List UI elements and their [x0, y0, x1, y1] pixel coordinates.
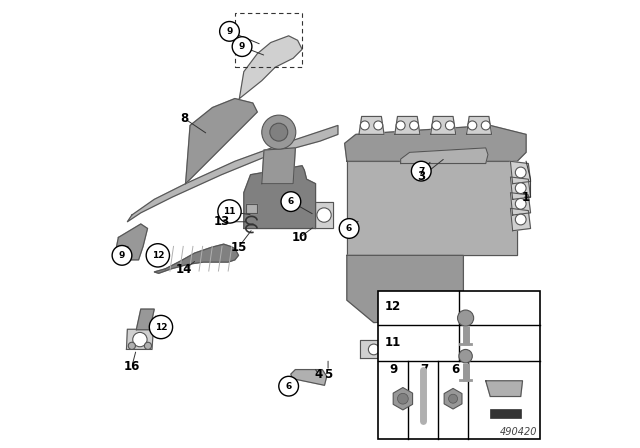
Text: 9: 9 [119, 251, 125, 260]
Circle shape [317, 208, 332, 222]
Circle shape [449, 394, 458, 403]
Circle shape [220, 22, 239, 41]
Text: 6: 6 [288, 197, 294, 206]
Polygon shape [395, 116, 420, 134]
Polygon shape [511, 177, 531, 199]
Polygon shape [244, 166, 316, 228]
Polygon shape [467, 116, 492, 134]
Circle shape [396, 121, 405, 130]
Text: 12: 12 [385, 300, 401, 314]
Circle shape [339, 219, 359, 238]
Circle shape [132, 332, 147, 347]
Polygon shape [186, 99, 257, 184]
Polygon shape [401, 148, 488, 164]
Circle shape [445, 344, 455, 355]
Circle shape [360, 121, 369, 130]
Text: 15: 15 [230, 241, 246, 254]
Polygon shape [127, 329, 154, 349]
Circle shape [146, 244, 170, 267]
Circle shape [128, 342, 136, 349]
Text: 9: 9 [239, 42, 245, 51]
Circle shape [445, 121, 454, 130]
Circle shape [281, 192, 301, 211]
Text: 3: 3 [417, 170, 426, 184]
Text: 11: 11 [223, 207, 236, 216]
Text: 6: 6 [285, 382, 292, 391]
Polygon shape [347, 255, 463, 323]
Circle shape [232, 37, 252, 56]
Circle shape [458, 310, 474, 326]
Polygon shape [359, 116, 384, 134]
Circle shape [369, 344, 379, 355]
Polygon shape [136, 309, 154, 330]
Circle shape [262, 115, 296, 149]
Polygon shape [127, 125, 338, 222]
Text: 12: 12 [155, 323, 167, 332]
Polygon shape [431, 116, 456, 134]
Circle shape [515, 198, 526, 209]
Polygon shape [486, 381, 522, 396]
Polygon shape [360, 340, 468, 358]
Text: 6: 6 [451, 363, 459, 376]
Text: 5: 5 [324, 367, 332, 381]
Circle shape [468, 121, 477, 130]
Text: 11: 11 [385, 336, 401, 349]
Circle shape [218, 200, 241, 223]
Circle shape [149, 315, 173, 339]
Text: 4: 4 [314, 367, 323, 381]
Polygon shape [511, 193, 531, 215]
Polygon shape [345, 125, 526, 161]
Polygon shape [154, 244, 239, 273]
Circle shape [422, 344, 433, 355]
Text: 7: 7 [420, 363, 428, 376]
Text: 2: 2 [391, 358, 399, 372]
Text: 14: 14 [175, 263, 192, 276]
Circle shape [397, 393, 408, 404]
Circle shape [270, 123, 288, 141]
Polygon shape [116, 224, 148, 260]
Polygon shape [262, 148, 296, 184]
Circle shape [459, 349, 472, 363]
Polygon shape [511, 208, 531, 231]
Text: 7: 7 [418, 167, 424, 176]
Text: 16: 16 [124, 360, 140, 373]
Circle shape [515, 183, 526, 194]
Circle shape [112, 246, 132, 265]
Circle shape [515, 214, 526, 225]
Circle shape [412, 161, 431, 181]
Polygon shape [291, 370, 327, 385]
Circle shape [515, 167, 526, 178]
Bar [378, 291, 540, 439]
Circle shape [432, 121, 441, 130]
Text: 10: 10 [292, 231, 308, 244]
Circle shape [387, 344, 397, 355]
Polygon shape [511, 161, 531, 184]
Bar [490, 409, 521, 418]
Text: 8: 8 [180, 112, 189, 125]
Polygon shape [246, 204, 257, 213]
Polygon shape [315, 202, 333, 228]
Circle shape [374, 121, 383, 130]
Circle shape [404, 344, 415, 355]
Text: 6: 6 [346, 224, 352, 233]
Text: 9: 9 [389, 363, 397, 376]
Text: 13: 13 [213, 215, 230, 228]
Circle shape [410, 121, 419, 130]
Text: 9: 9 [227, 27, 233, 36]
Circle shape [145, 342, 152, 349]
Text: 490420: 490420 [500, 427, 538, 437]
Polygon shape [347, 161, 517, 255]
Circle shape [481, 121, 490, 130]
Text: 1: 1 [522, 190, 530, 204]
Circle shape [279, 376, 298, 396]
Polygon shape [239, 36, 302, 99]
Text: 12: 12 [152, 251, 164, 260]
